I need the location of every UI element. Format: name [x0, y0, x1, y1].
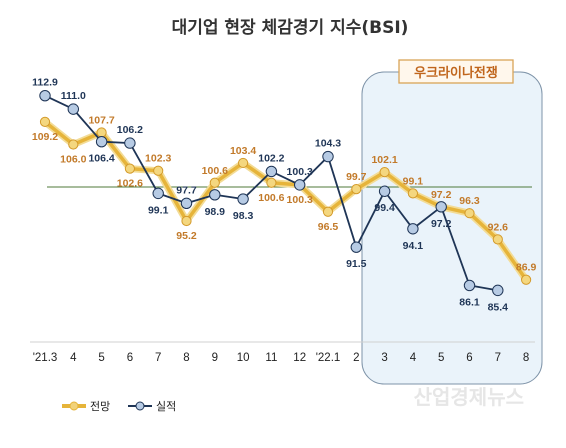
war-period-box — [361, 71, 543, 385]
forecast-point — [464, 208, 475, 219]
actual-data-label: 99.1 — [148, 204, 169, 216]
forecast-point — [351, 184, 362, 195]
actual-data-label: 98.9 — [205, 206, 226, 218]
legend-forecast-label: 전망 — [90, 400, 110, 413]
forecast-data-label: 102.1 — [371, 154, 397, 166]
actual-point — [350, 241, 362, 253]
actual-point — [378, 185, 391, 197]
forecast-data-label: 96.5 — [318, 221, 339, 233]
actual-point — [39, 89, 51, 102]
forecast-data-label: 99.7 — [346, 171, 367, 183]
actual-data-label: 91.5 — [346, 258, 367, 270]
actual-point — [265, 165, 278, 178]
actual-point — [322, 150, 334, 163]
actual-data-label: 98.3 — [233, 210, 254, 222]
legend-forecast-marker — [69, 401, 79, 411]
actual-point — [492, 284, 504, 297]
forecast-data-label: 103.4 — [230, 145, 256, 157]
forecast-point — [322, 206, 334, 217]
actual-point — [294, 179, 306, 191]
war-label-box — [398, 59, 514, 84]
forecast-data-label: 100.6 — [258, 192, 284, 204]
x-tick-label: 9 — [212, 352, 218, 364]
war-label: 우크라이나전쟁 — [414, 65, 498, 81]
actual-data-label: 104.3 — [315, 138, 341, 150]
actual-data-label: 86.1 — [459, 296, 480, 308]
x-tick-label: 12 — [293, 352, 306, 364]
actual-data-label: 99.4 — [374, 202, 395, 214]
actual-data-label: 100.3 — [287, 166, 313, 178]
actual-data-label: 106.4 — [88, 153, 114, 165]
forecast-data-label: 102.6 — [117, 178, 143, 190]
actual-data-label: 106.2 — [117, 124, 143, 136]
x-tick-label: 3 — [381, 352, 387, 364]
legend: 전망 실적 — [62, 400, 176, 413]
actual-point — [152, 187, 164, 200]
forecast-data-label: 100.3 — [287, 194, 313, 206]
x-tick-label: 7 — [155, 352, 161, 364]
actual-point — [180, 197, 193, 209]
legend-actual-label: 실적 — [156, 400, 176, 413]
x-tick-label: 5 — [438, 352, 444, 364]
x-tick-label: 6 — [127, 352, 133, 364]
watermark: 산업경제뉴스 — [414, 385, 524, 409]
actual-point — [95, 135, 108, 148]
x-tick-label: 4 — [410, 352, 417, 364]
actual-data-label: 97.7 — [176, 184, 197, 196]
forecast-data-label: 95.2 — [176, 230, 197, 242]
forecast-point — [407, 188, 418, 199]
actual-point — [124, 137, 136, 149]
forecast-data-label: 99.1 — [403, 175, 424, 187]
forecast-point — [39, 116, 51, 127]
x-tick-label: 2 — [353, 352, 359, 364]
forecast-point — [124, 163, 135, 174]
actual-data-label: 85.4 — [488, 301, 509, 313]
actual-point — [67, 103, 80, 115]
forecast-data-label: 92.6 — [488, 221, 509, 233]
x-tick-label: 6 — [466, 352, 472, 364]
actual-point — [237, 193, 249, 205]
actual-data-label: 111.0 — [61, 90, 86, 102]
actual-data-label: 94.1 — [403, 240, 424, 252]
actual-point — [435, 201, 447, 213]
actual-data-label: 112.9 — [32, 77, 58, 89]
x-tick-label: 8 — [183, 352, 189, 364]
x-tick-label: 7 — [495, 352, 501, 364]
actual-data-label: 97.2 — [431, 218, 452, 230]
x-tick-label: 8 — [523, 352, 529, 364]
forecast-data-label: 100.6 — [202, 165, 228, 177]
actual-point — [463, 279, 476, 292]
forecast-point — [379, 167, 390, 178]
forecast-point — [492, 234, 503, 245]
x-tick-label: 11 — [265, 352, 277, 364]
legend-actual-marker — [135, 401, 145, 411]
forecast-data-label: 86.9 — [516, 262, 537, 274]
x-tick-label: 10 — [237, 352, 250, 364]
forecast-point — [266, 177, 277, 188]
forecast-data-label: 109.2 — [32, 131, 58, 143]
forecast-point — [181, 215, 192, 227]
actual-point — [407, 223, 419, 235]
forecast-point — [96, 127, 107, 138]
x-tick-label: 5 — [98, 352, 104, 364]
x-tick-label: '22.1 — [316, 352, 341, 364]
forecast-point — [153, 165, 164, 176]
actual-point — [209, 189, 221, 201]
forecast-data-label: 96.3 — [459, 195, 480, 207]
x-tick-label: 4 — [70, 352, 77, 364]
forecast-point — [238, 157, 249, 169]
chart-title: 대기업 현장 체감경기 지수(BSI) — [172, 18, 409, 38]
forecast-data-label: 107.7 — [88, 114, 114, 126]
forecast-data-label: 106.0 — [60, 154, 86, 166]
forecast-data-label: 97.2 — [431, 189, 452, 201]
forecast-point — [209, 177, 220, 188]
forecast-point — [521, 274, 532, 285]
actual-data-label: 102.2 — [258, 152, 284, 164]
forecast-data-label: 102.3 — [145, 153, 171, 165]
x-tick-label: '21.3 — [33, 352, 58, 364]
forecast-point — [68, 139, 79, 150]
